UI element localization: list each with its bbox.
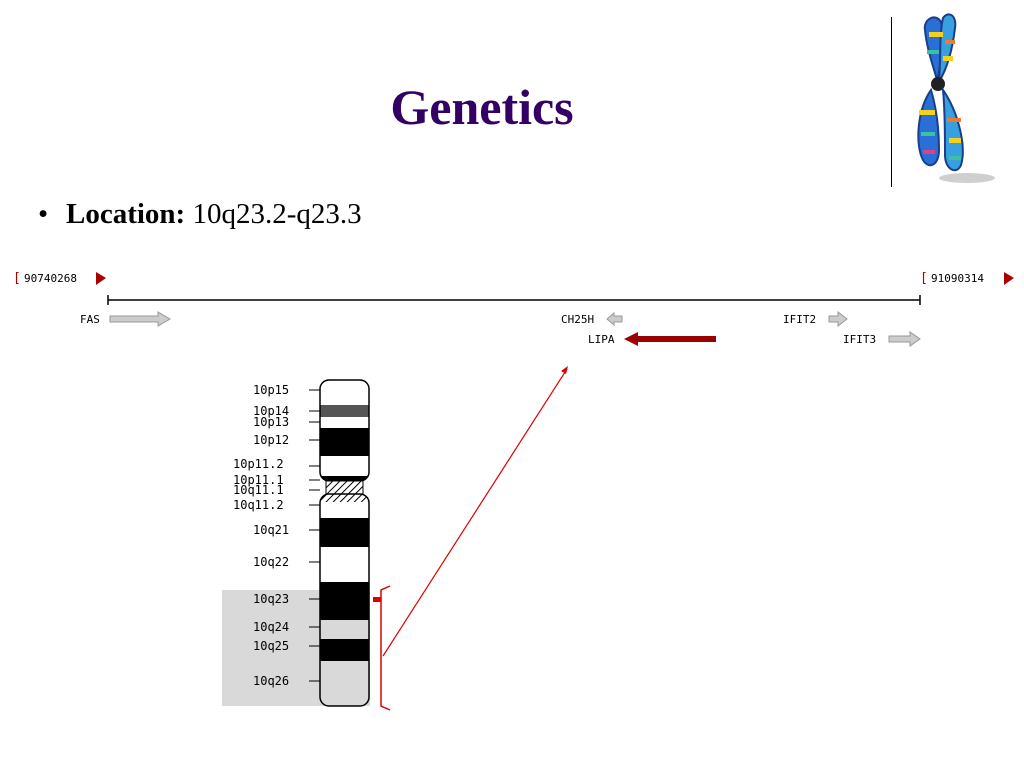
ideogram-q-arm bbox=[320, 494, 369, 706]
title-divider bbox=[891, 17, 892, 187]
end-marker-icon bbox=[1004, 272, 1014, 285]
band-10q25 bbox=[320, 639, 369, 661]
location-label: Location: bbox=[66, 198, 186, 230]
band-centromere bbox=[325, 480, 364, 495]
locus-position-marker bbox=[373, 597, 381, 602]
band-label-10p11-1: 10p11.1 bbox=[233, 473, 284, 487]
band-label-10q21: 10q21 bbox=[253, 523, 289, 537]
band-label-ticks bbox=[309, 389, 320, 682]
start-coordinate: 90740268 bbox=[24, 272, 77, 285]
band-10q21 bbox=[320, 518, 369, 547]
band-10p14 bbox=[320, 405, 369, 417]
band-10p11-1 bbox=[320, 476, 369, 481]
band-label-10q26: 10q26 bbox=[253, 674, 289, 688]
region-bracket bbox=[380, 585, 391, 711]
band-10q23 bbox=[320, 582, 369, 620]
gene-arrow-ifit2 bbox=[828, 310, 848, 328]
gene-label-lipa: LIPA bbox=[588, 333, 615, 346]
ideogram-p-arm bbox=[320, 380, 369, 481]
location-bullet: • Location: 10q23.2-q23.3 bbox=[38, 198, 362, 231]
chromosome-logo-icon bbox=[917, 13, 995, 183]
slide-title: Genetics bbox=[390, 79, 574, 135]
gene-arrow-fas bbox=[109, 311, 171, 327]
gene-label-ch25h: CH25H bbox=[561, 313, 594, 326]
band-label-10q24: 10q24 bbox=[253, 620, 289, 634]
band-label-10p13: 10p13 bbox=[253, 415, 289, 429]
band-label-10p12: 10p12 bbox=[253, 433, 289, 447]
band-10q26 bbox=[320, 661, 369, 706]
band-label-10q23: 10q23 bbox=[253, 592, 289, 606]
zoom-pointer-line bbox=[382, 368, 568, 657]
gene-arrow-ifit3 bbox=[888, 331, 921, 347]
band-10p12 bbox=[320, 428, 369, 456]
band-10q11-1 bbox=[320, 494, 369, 502]
band-label-10q25: 10q25 bbox=[253, 639, 289, 653]
location-value: 10q23.2-q23.3 bbox=[192, 198, 362, 230]
start-marker-icon bbox=[96, 272, 106, 285]
end-bracket: [ bbox=[920, 271, 928, 286]
start-bracket: [ bbox=[13, 271, 21, 286]
band-label-10q22: 10q22 bbox=[253, 555, 289, 569]
gene-label-fas: FAS bbox=[80, 313, 100, 326]
band-label-10p14: 10p14 bbox=[253, 404, 289, 418]
band-label-10p15: 10p15 bbox=[253, 383, 289, 397]
gene-arrow-ch25h bbox=[606, 311, 623, 327]
band-label-10q11-2: 10q11.2 bbox=[233, 498, 284, 512]
zoom-pointer-arrowhead-icon bbox=[561, 366, 568, 374]
band-label-10q11-1: 10q11.1 bbox=[233, 483, 284, 497]
gene-label-ifit3: IFIT3 bbox=[843, 333, 876, 346]
band-label-10p11-2: 10p11.2 bbox=[233, 457, 284, 471]
end-coordinate: 91090314 bbox=[931, 272, 984, 285]
gene-label-ifit2: IFIT2 bbox=[783, 313, 816, 326]
band-10q24 bbox=[320, 620, 369, 639]
bullet-dot: • bbox=[38, 198, 49, 230]
gene-arrow-lipa bbox=[624, 332, 716, 346]
